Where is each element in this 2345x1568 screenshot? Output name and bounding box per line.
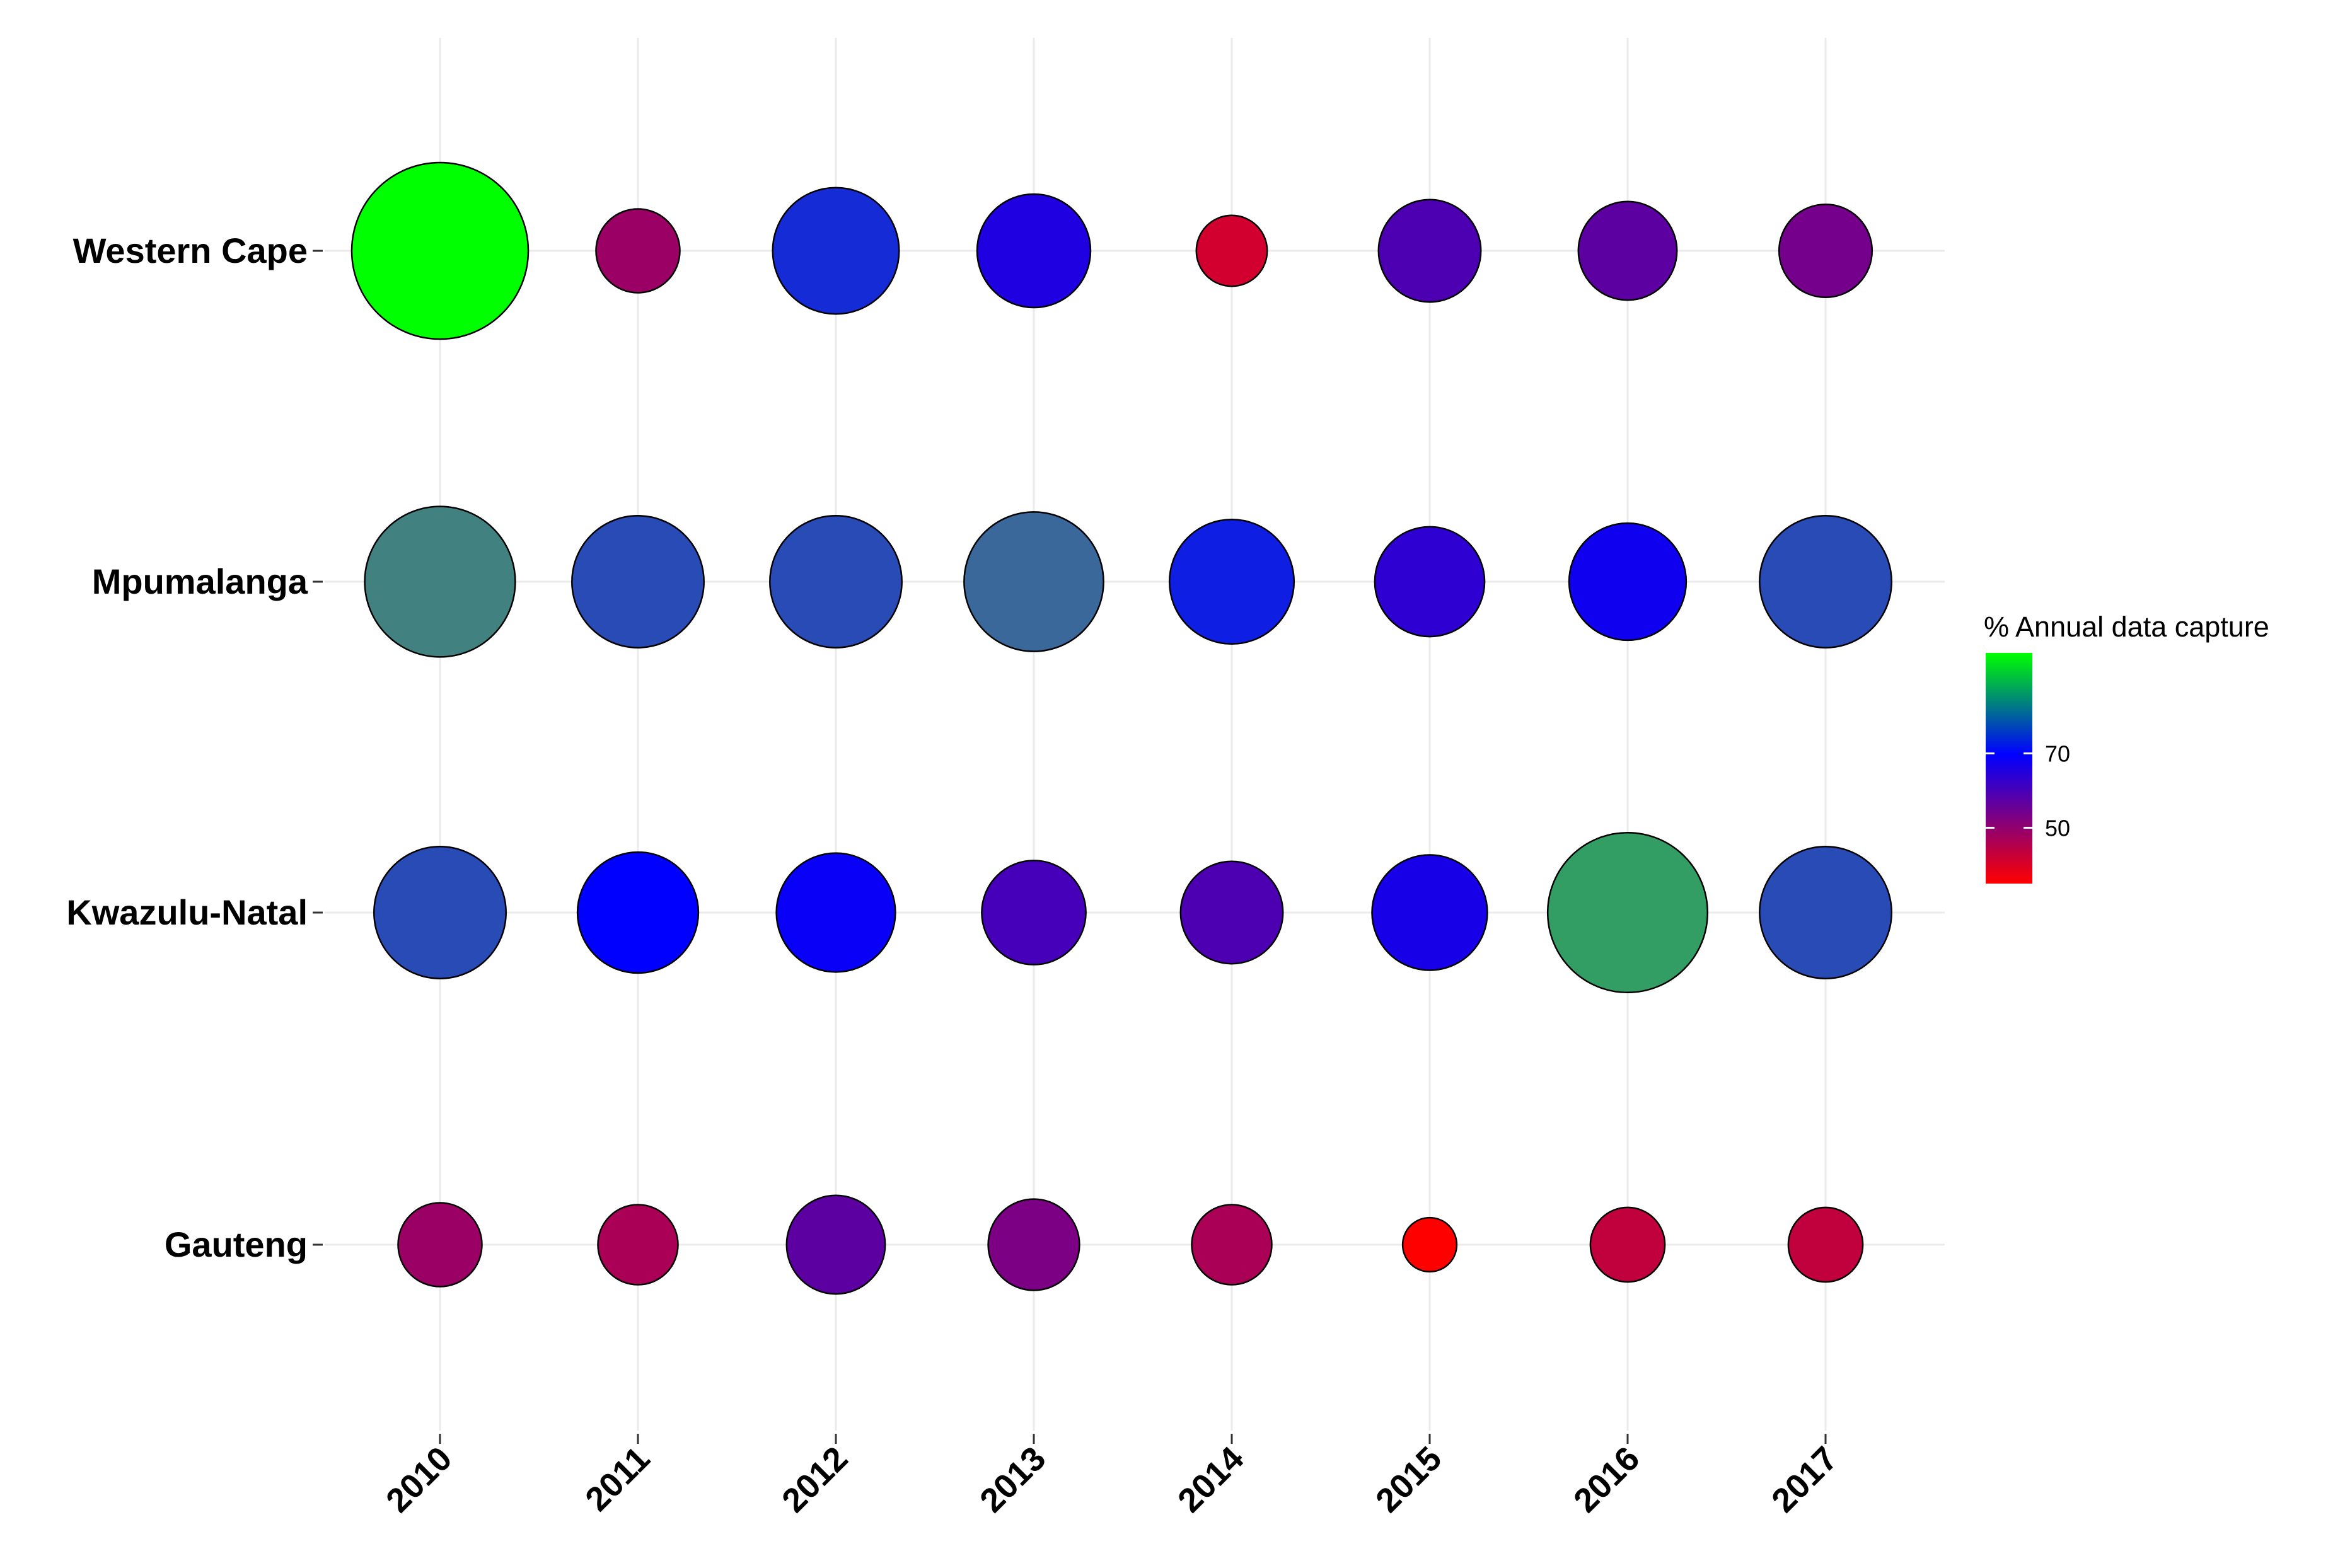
legend-tick-label: 50 (2045, 815, 2070, 841)
bubble-gauteng-2014 (1191, 1204, 1273, 1286)
legend-title: % Annual data capture (1984, 611, 2269, 643)
bubble-western-cape-2015 (1377, 199, 1482, 303)
y-tick-label: Gauteng (165, 1225, 308, 1264)
y-tick-label: Kwazulu-Natal (66, 892, 308, 932)
bubble-western-cape-2017 (1778, 203, 1873, 299)
bubble-kwazulu-natal-2013 (981, 860, 1087, 966)
bubble-mpumalanga-2013 (963, 511, 1104, 652)
x-tick-label: 2017 (1764, 1439, 1844, 1519)
x-tick-label: 2011 (578, 1439, 657, 1518)
bubble-mpumalanga-2017 (1759, 515, 1892, 649)
bubbles (350, 161, 1892, 1295)
bubble-gauteng-2010 (397, 1202, 483, 1288)
bubble-kwazulu-natal-2015 (1371, 854, 1488, 971)
bubble-mpumalanga-2010 (364, 505, 516, 658)
grid-lines (325, 38, 1945, 1431)
bubble-western-cape-2012 (772, 187, 900, 315)
bubble-kwazulu-natal-2016 (1546, 831, 1709, 994)
x-tick-label: 2015 (1369, 1439, 1449, 1519)
bubble-gauteng-2015 (1401, 1216, 1458, 1273)
bubble-kwazulu-natal-2012 (775, 852, 896, 973)
bubble-kwazulu-natal-2010 (373, 846, 507, 979)
bubble-western-cape-2016 (1577, 200, 1678, 301)
bubble-western-cape-2010 (350, 161, 530, 340)
bubble-kwazulu-natal-2014 (1179, 860, 1284, 965)
bubble-kwazulu-natal-2011 (576, 851, 700, 974)
x-axis-labels: 2010 2011 2012 2013 2014 2015 2016 2017 (379, 1439, 1844, 1519)
bubble-gauteng-2012 (785, 1194, 886, 1295)
x-tick-label: 2016 (1566, 1439, 1647, 1519)
bubble-mpumalanga-2012 (769, 515, 903, 649)
x-tick-label: 2012 (775, 1439, 855, 1519)
bubble-western-cape-2011 (595, 208, 681, 294)
x-tick-marks (439, 1434, 1827, 1444)
y-tick-label: Western Cape (73, 231, 308, 270)
y-axis-labels: Western Cape Mpumalanga Kwazulu-Natal Gaute… (66, 231, 308, 1264)
bubble-mpumalanga-2014 (1168, 518, 1295, 645)
y-tick-label: Mpumalanga (92, 562, 308, 601)
bubble-mpumalanga-2011 (571, 515, 705, 649)
x-tick-label: 2013 (973, 1439, 1053, 1519)
bubble-mpumalanga-2016 (1568, 522, 1688, 642)
x-tick-label: 2014 (1171, 1439, 1251, 1519)
legend-colorbar (1986, 653, 2032, 884)
y-tick-marks (313, 250, 323, 1246)
bubble-gauteng-2013 (987, 1198, 1080, 1291)
bubble-gauteng-2016 (1589, 1206, 1666, 1283)
bubble-western-cape-2014 (1195, 214, 1268, 287)
bubble-western-cape-2013 (976, 193, 1092, 309)
bubble-gauteng-2011 (597, 1204, 679, 1286)
x-tick-label: 2010 (379, 1439, 459, 1519)
bubble-kwazulu-natal-2017 (1759, 846, 1892, 979)
bubble-mpumalanga-2015 (1374, 526, 1486, 638)
legend-ticks: 70 50 (1986, 741, 2070, 841)
legend-tick-label: 70 (2045, 741, 2070, 766)
bubble-gauteng-2017 (1787, 1206, 1864, 1283)
legend: % Annual data capture 70 50 (1984, 611, 2269, 884)
